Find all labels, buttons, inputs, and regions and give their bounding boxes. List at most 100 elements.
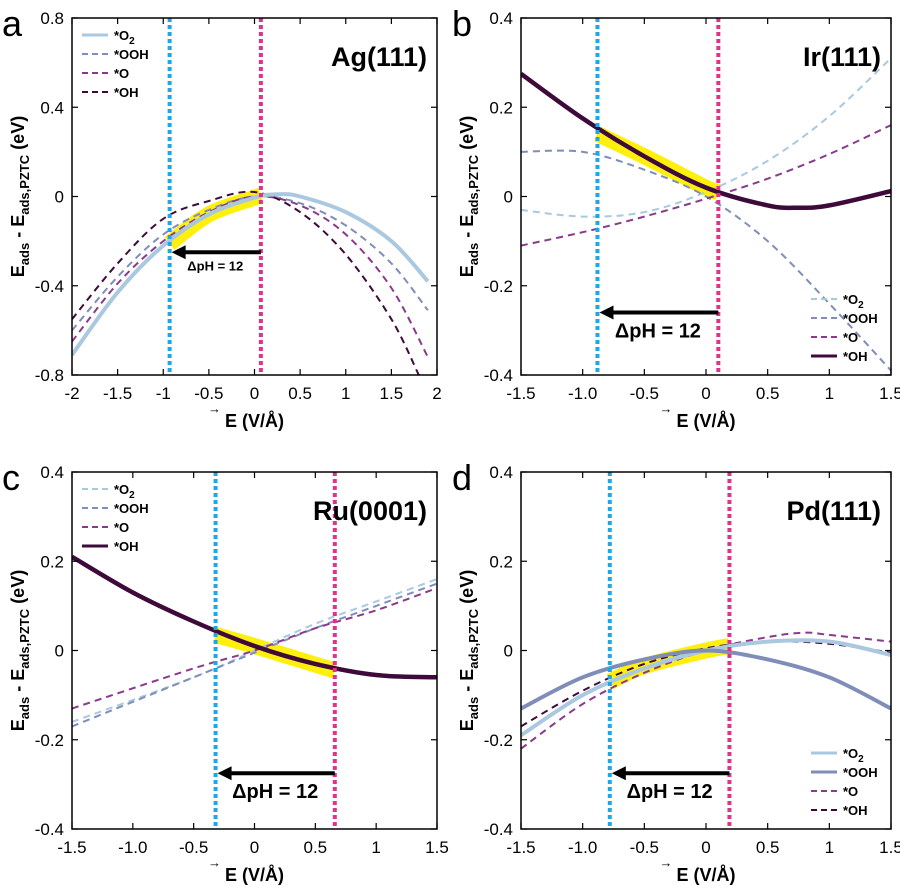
legend-label-main: *OH	[843, 349, 868, 364]
y-axis-label: Eads - Eads,PZTC (eV)	[8, 116, 32, 277]
x-tick-label: 0.5	[288, 384, 312, 403]
plot-area	[521, 472, 891, 829]
legend-label-sub: 2	[858, 754, 864, 765]
x-axis-label: E (V/Å)	[676, 411, 735, 431]
x-tick-label: 0.5	[304, 838, 328, 857]
x-axis-label-e: E	[676, 411, 688, 431]
y-axis-label-e1: E	[457, 719, 477, 731]
x-tick-label: 1.5	[879, 838, 900, 857]
x-tick-label: -2	[64, 384, 79, 403]
x-axis-label: E (V/Å)	[225, 865, 284, 885]
x-tick-label: -1.0	[118, 838, 147, 857]
y-tick-label: 0.2	[489, 552, 513, 571]
y-tick-label: -0.4	[484, 820, 513, 839]
legend: *O2*OOH*O*OH	[811, 746, 878, 818]
ph-arrow-head	[611, 766, 626, 781]
legend: *O2*OOH*O*OH	[811, 292, 878, 364]
x-tick-label: -1.0	[568, 838, 597, 857]
y-axis-label-sub1: ads	[466, 243, 481, 265]
y-tick-label: -0.2	[484, 731, 513, 750]
x-axis-vector-arrow: →	[660, 855, 673, 870]
x-tick-label: -1	[156, 384, 171, 403]
x-axis-label-e: E	[225, 411, 237, 431]
y-tick-label: -0.4	[484, 366, 513, 385]
y-axis-label: Eads - Eads,PZTC (eV)	[8, 570, 32, 731]
legend-label-oh: *OH	[843, 803, 868, 818]
legend-label-main: *OH	[114, 539, 139, 554]
x-tick-label: -0.5	[179, 838, 208, 857]
y-tick-label: 0.4	[40, 463, 64, 482]
legend-label-main: *O	[114, 520, 129, 535]
legend-label-main: *O	[114, 28, 129, 43]
y-tick-label: 0	[504, 188, 513, 207]
highlight-band	[164, 187, 269, 250]
y-tick-label: -0.8	[35, 366, 64, 385]
legend-label-sub: 2	[129, 490, 135, 501]
legend-label-main: *O	[843, 746, 858, 761]
legend-label-ooh: *OOH	[843, 311, 878, 326]
y-tick-label: 0.4	[40, 98, 64, 117]
series-line-o2	[72, 192, 430, 357]
legend-label-o: *O	[843, 784, 858, 799]
y-tick-label: -0.2	[35, 731, 64, 750]
x-tick-label: 2	[432, 384, 441, 403]
legend-label-o: *O	[843, 330, 858, 345]
x-axis-label: E (V/Å)	[225, 411, 284, 431]
panel-a: ΔpH = 12 -2 -1.5 -1 -0.5 0 0.5 1 1.5 2 -0.8 -0.4 0 0.…	[2, 3, 442, 431]
legend-label-main: *OOH	[843, 765, 878, 780]
y-axis-label-e1: E	[8, 265, 28, 277]
y-tick-label: -0.2	[484, 277, 513, 296]
x-tick-label: 1	[341, 384, 350, 403]
x-axis-label-e: E	[225, 865, 237, 885]
x-tick-label: 0	[701, 384, 710, 403]
x-tick-label: -1.5	[506, 838, 535, 857]
panel-c: ΔpH = 12 -1.5 -1.0 -0.5 0 0.5 1 1.5 -0.4 -0.2 0 0.2…	[2, 457, 449, 885]
legend-label-ooh: *OOH	[843, 765, 878, 780]
y-axis-label: Eads - Eads,PZTC (eV)	[457, 116, 481, 277]
x-axis-vector-arrow: →	[208, 855, 221, 870]
y-tick-label: 0	[504, 642, 513, 661]
plot-area	[521, 18, 891, 375]
legend-label-oh: *OH	[114, 85, 139, 100]
x-tick-label: 1	[371, 838, 380, 857]
legend-label-main: *O	[843, 292, 858, 307]
series-line-oh	[72, 554, 437, 680]
x-axis-label-unit: (V/Å)	[689, 411, 736, 431]
x-axis-label-unit: (V/Å)	[237, 411, 284, 431]
panel-letter: c	[2, 457, 20, 498]
legend-label-sub: 2	[129, 36, 135, 47]
legend-label-main: *OH	[843, 803, 868, 818]
x-tick-label: -1.5	[506, 384, 535, 403]
x-tick-label: 1	[825, 838, 834, 857]
legend-label-sub: 2	[858, 300, 864, 311]
legend-label-main: *O	[114, 66, 129, 81]
x-tick-label: 1.5	[879, 384, 900, 403]
y-axis-label-mid: - E	[8, 215, 28, 243]
y-axis-label-unit: (eV)	[457, 116, 477, 155]
y-axis-label-unit: (eV)	[8, 570, 28, 609]
legend-label-o2: *O2	[843, 746, 864, 765]
y-axis-label-sub2: ads,PZTC	[17, 608, 32, 669]
legend-label-oh: *OH	[114, 539, 139, 554]
panel-title: Ru(0001)	[313, 496, 427, 526]
y-tick-label: 0.4	[489, 463, 513, 482]
y-axis-label-sub2: ads,PZTC	[17, 154, 32, 215]
y-axis-label-sub1: ads	[17, 243, 32, 265]
y-tick-label: 0	[55, 188, 64, 207]
y-axis-label-e1: E	[457, 265, 477, 277]
y-axis-label: Eads - Eads,PZTC (eV)	[457, 570, 481, 731]
y-axis-label-mid: - E	[8, 669, 28, 697]
legend-label-oh: *OH	[843, 349, 868, 364]
y-axis-label-sub1: ads	[466, 697, 481, 719]
panel-letter: d	[452, 457, 472, 498]
series-line-o	[72, 587, 437, 710]
x-axis-label: E (V/Å)	[676, 865, 735, 885]
series-line-oh	[521, 71, 891, 211]
ph-arrow-head	[171, 245, 186, 260]
legend-label-o: *O	[114, 520, 129, 535]
ph-arrow-head	[599, 305, 614, 320]
panel-letter: b	[452, 3, 472, 44]
x-tick-label: -1.5	[103, 384, 132, 403]
x-tick-label: 1	[825, 384, 834, 403]
